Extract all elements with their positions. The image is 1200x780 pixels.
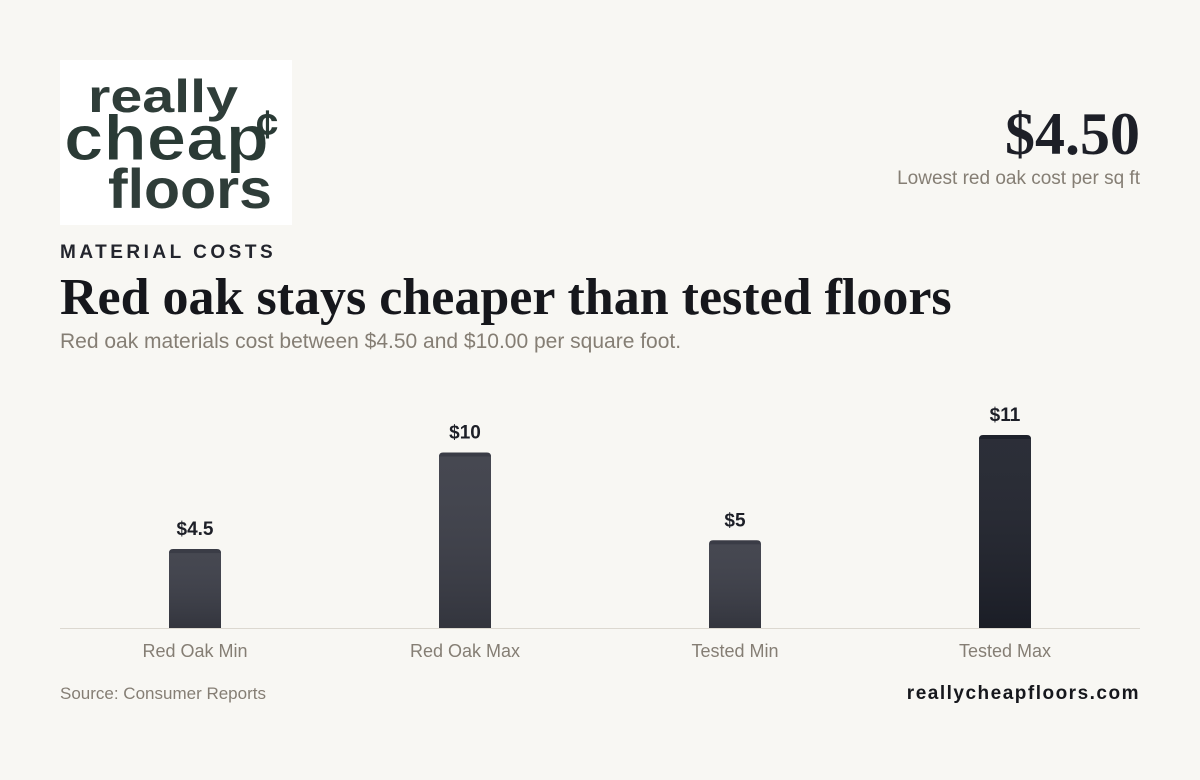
source: Source: Consumer Reports bbox=[60, 684, 266, 703]
x-tick-label: Red Oak Min bbox=[142, 641, 247, 661]
bar-shade bbox=[979, 439, 1031, 628]
x-tick-label: Tested Min bbox=[691, 641, 778, 661]
logo-line: floors bbox=[108, 157, 272, 220]
logo-line: really bbox=[88, 70, 239, 122]
value-label: $11 bbox=[990, 405, 1021, 426]
x-tick-label: Tested Max bbox=[959, 641, 1051, 661]
bar-shade bbox=[169, 553, 221, 628]
kicker: MATERIAL COSTS bbox=[60, 242, 277, 263]
bar-shade bbox=[439, 456, 491, 628]
logo-line: ¢ bbox=[256, 103, 278, 147]
chart: $4.5 Red Oak Min $10 Red Oak Max $5 Tested Mi… bbox=[60, 405, 1140, 661]
logo: really cheap ¢ floors bbox=[60, 60, 292, 225]
logo-line: cheap bbox=[64, 102, 269, 174]
site: reallycheapfloors.com bbox=[906, 683, 1140, 704]
x-tick-label: Red Oak Max bbox=[410, 641, 520, 661]
value-label: $4.5 bbox=[177, 519, 214, 540]
kpi-value: $4.50 bbox=[1005, 101, 1140, 167]
chart-title: Red oak stays cheaper than tested floors bbox=[60, 269, 952, 326]
kpi: $4.50 Lowest red oak cost per sq ft bbox=[897, 100, 1140, 190]
chart-subtitle: Red oak materials cost between $4.50 and… bbox=[60, 330, 682, 353]
value-label: $10 bbox=[449, 423, 481, 444]
value-label: $5 bbox=[724, 510, 746, 531]
kpi-label: Lowest red oak cost per sq ft bbox=[897, 168, 1140, 189]
bar-shade bbox=[709, 544, 761, 628]
